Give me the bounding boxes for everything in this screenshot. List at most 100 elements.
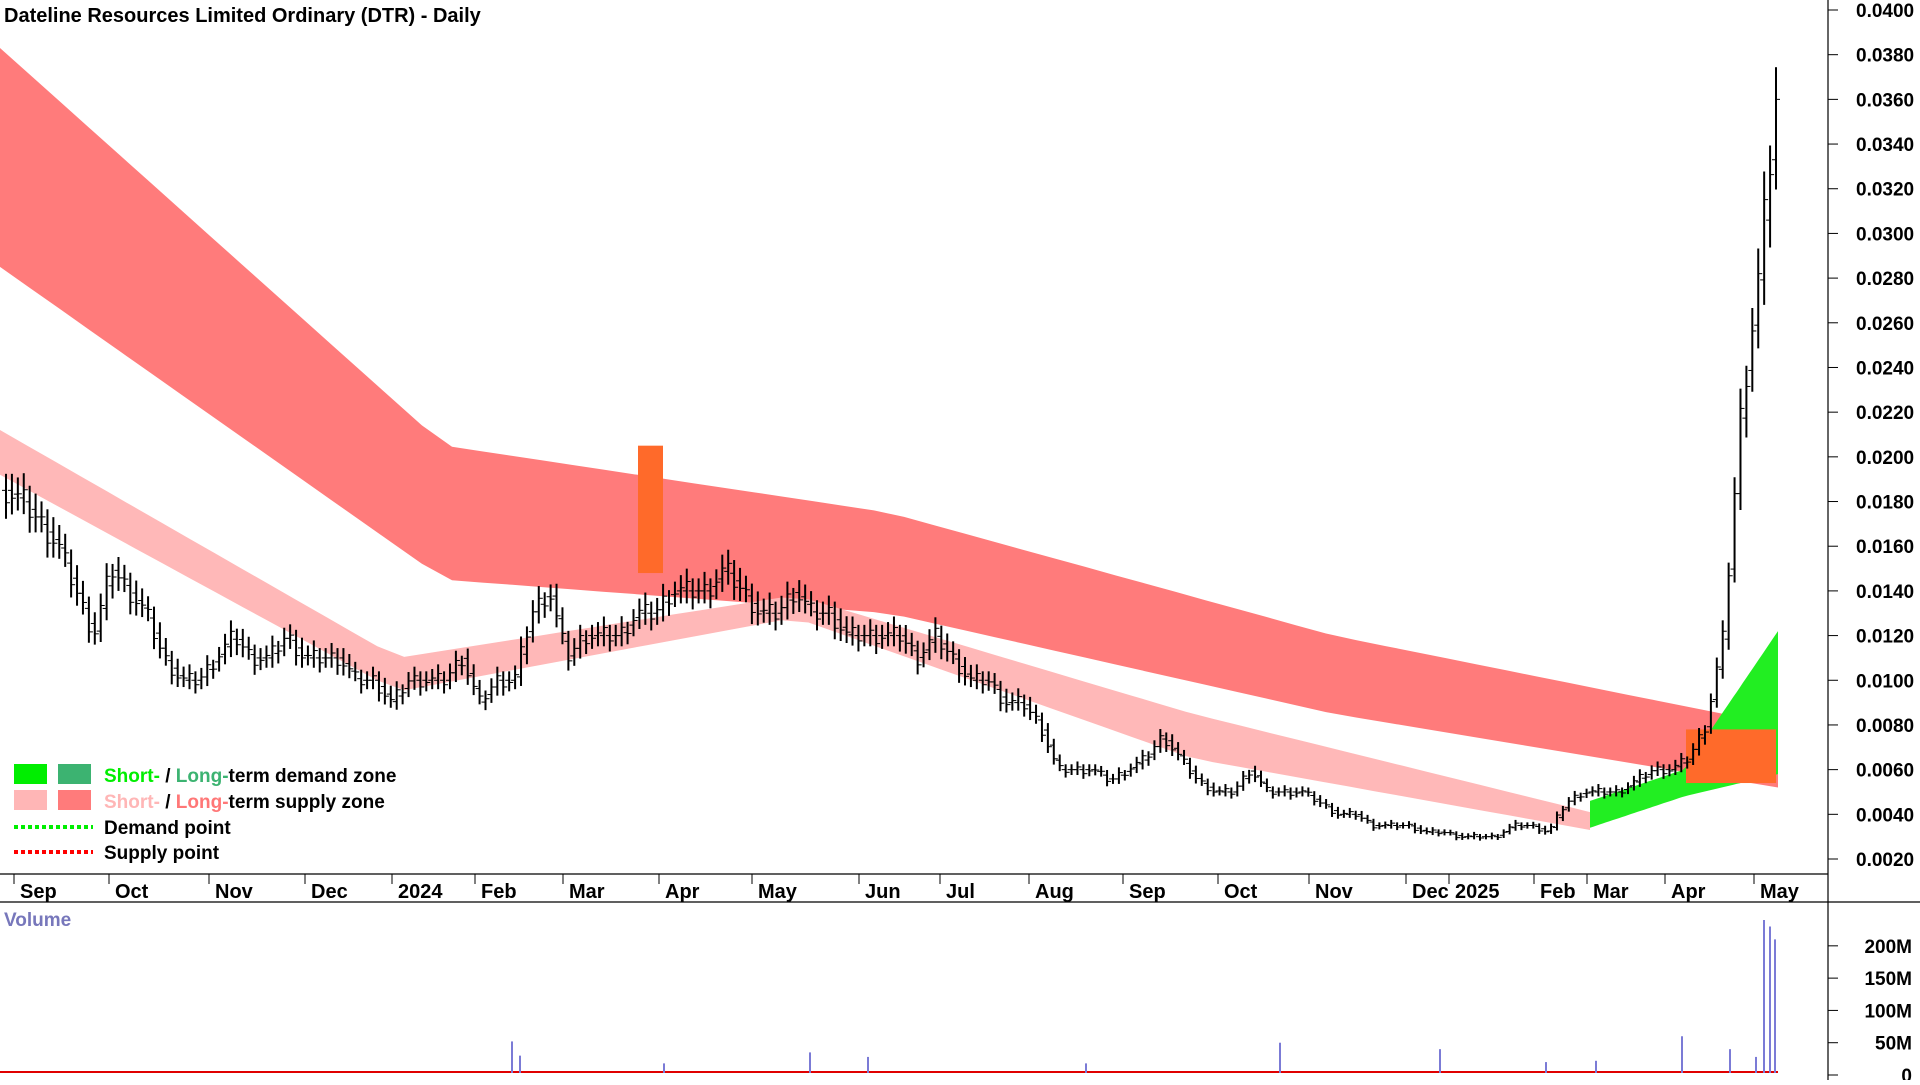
price-bar — [718, 554, 727, 592]
time-tick-label: Apr — [1671, 881, 1706, 903]
price-bar — [398, 684, 407, 705]
price-bar — [73, 565, 82, 606]
price-bar — [1020, 694, 1029, 717]
price-bar — [1683, 756, 1692, 769]
price-bar — [197, 667, 206, 690]
price-bar — [256, 648, 265, 671]
price-bar — [428, 669, 437, 690]
price-bar — [351, 661, 360, 682]
price-bar — [1772, 67, 1780, 190]
price-bar — [1552, 811, 1561, 831]
price-bar — [1582, 788, 1591, 799]
price-bar — [1416, 825, 1425, 835]
price-bar — [120, 564, 129, 593]
price-bar — [789, 587, 798, 614]
price-bar — [96, 593, 105, 642]
price-bar — [1322, 799, 1331, 809]
price-bar — [960, 657, 969, 686]
volume-tick-label: 100M — [1864, 1001, 1912, 1022]
price-bar — [132, 580, 141, 616]
price-tick-label: 0.0320 — [1856, 180, 1914, 201]
legend-demand-point-label: Demand point — [104, 818, 231, 839]
price-bar — [380, 677, 389, 705]
legend-separator: / — [160, 792, 176, 813]
price-bar — [978, 671, 987, 694]
price-bar — [1754, 248, 1763, 349]
price-bar — [878, 624, 887, 649]
price-bar — [676, 575, 685, 604]
legend-swatch-short-demand — [14, 764, 47, 784]
price-bar — [114, 557, 123, 591]
price-bar — [309, 640, 318, 668]
price-bar — [1055, 754, 1064, 772]
price-tick-label: 0.0060 — [1856, 761, 1914, 782]
price-bar — [1251, 765, 1260, 783]
price-bar — [155, 622, 164, 659]
volume-layer — [0, 920, 1778, 1073]
price-bar — [1505, 823, 1514, 835]
time-tick-label: Sep — [1129, 881, 1166, 903]
price-bar — [1706, 693, 1715, 734]
price-bar — [13, 477, 22, 511]
price-bar — [629, 609, 638, 637]
price-bar — [759, 598, 768, 623]
price-bar — [1464, 833, 1473, 840]
price-bar — [1677, 752, 1686, 773]
price-bar — [700, 571, 709, 604]
price-bar — [55, 524, 64, 559]
legend-rest: term supply zone — [229, 792, 385, 813]
price-bar — [1458, 832, 1467, 840]
price-bar — [37, 501, 46, 533]
price-bar — [1629, 775, 1638, 791]
time-tick-label: Jul — [946, 881, 975, 903]
price-bar — [209, 659, 218, 679]
price-bar — [1180, 749, 1189, 765]
price-bar — [268, 635, 277, 668]
price-bar — [126, 572, 135, 615]
price-bar — [67, 549, 76, 598]
legend-long-word: Long- — [176, 792, 229, 813]
price-bar — [1635, 769, 1644, 787]
price-bar — [451, 650, 460, 683]
price-bar — [244, 636, 253, 660]
price-bar — [1351, 810, 1360, 820]
price-bar — [546, 584, 555, 612]
price-bar — [297, 637, 306, 668]
price-bar — [1120, 770, 1129, 781]
price-bar — [617, 616, 626, 647]
price-bar — [410, 666, 419, 690]
price-bar — [440, 671, 449, 694]
price-bar — [1404, 821, 1413, 829]
price-bar — [511, 665, 520, 690]
price-bar — [1328, 802, 1337, 817]
price-bar — [138, 588, 147, 618]
price-bar — [1073, 761, 1082, 775]
price-bar — [232, 628, 241, 656]
price-bar — [416, 671, 425, 696]
price-bar — [949, 641, 958, 665]
price-bar — [1032, 704, 1041, 724]
price-bar — [1049, 738, 1058, 765]
price-bar — [280, 627, 289, 657]
price-bar — [599, 616, 608, 647]
price-bar — [955, 649, 964, 683]
price-bar — [688, 578, 697, 610]
time-tick-label: Sep — [20, 881, 57, 903]
time-tick-label: Nov — [1315, 881, 1354, 903]
price-bar — [540, 592, 549, 618]
price-bar — [90, 612, 99, 645]
time-tick-label: Oct — [1224, 881, 1258, 903]
time-tick-label: Feb — [1540, 881, 1576, 903]
price-bar — [1434, 829, 1443, 837]
price-bar — [1310, 791, 1319, 806]
price-bar — [824, 595, 833, 625]
price-bar — [149, 606, 158, 650]
price-bar — [682, 568, 691, 604]
price-bar — [475, 679, 484, 705]
price-bar — [730, 560, 739, 600]
price-bar — [274, 640, 283, 664]
price-bar — [1091, 764, 1100, 776]
price-bar — [463, 648, 472, 685]
price-tick-label: 0.0220 — [1856, 403, 1914, 424]
